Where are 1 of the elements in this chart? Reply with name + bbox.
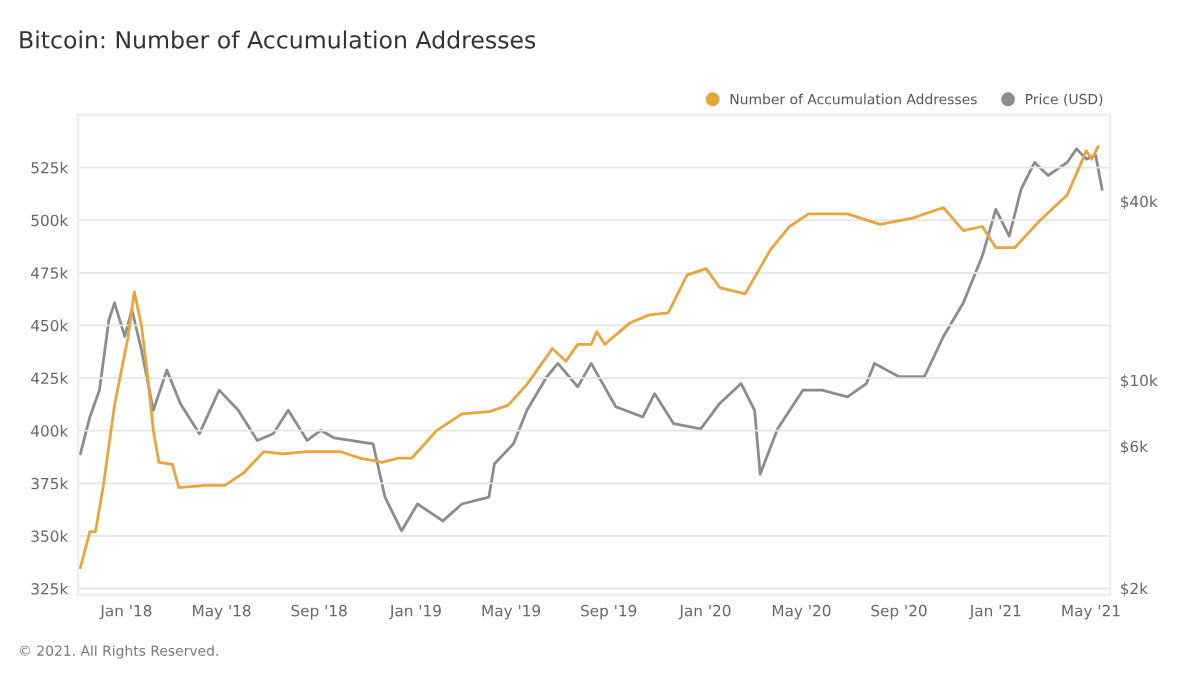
chart-title: Bitcoin: Number of Accumulation Addresses [20, 30, 536, 49]
